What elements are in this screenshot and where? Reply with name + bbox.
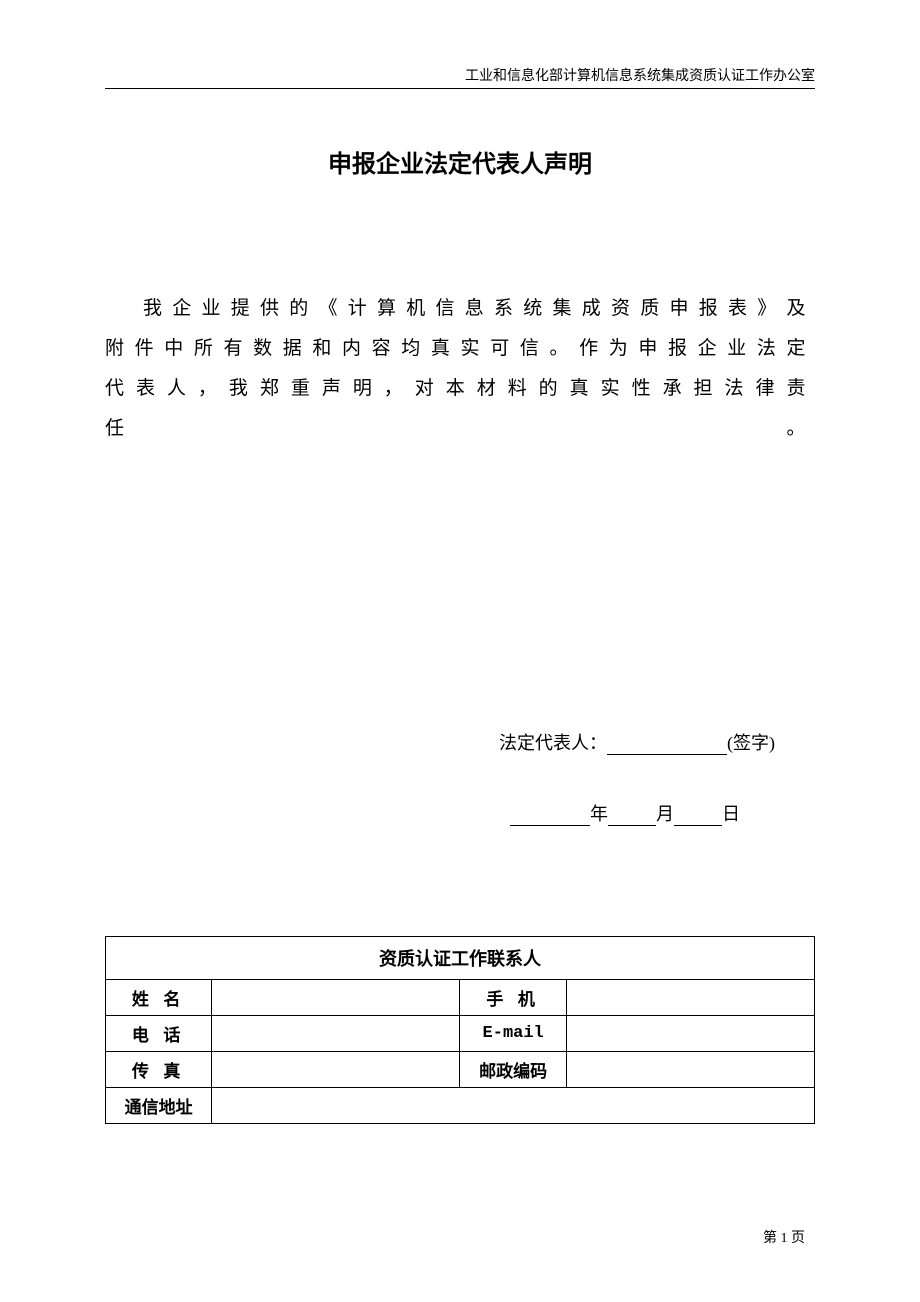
email-value <box>566 1015 814 1051</box>
document-title: 申报企业法定代表人声明 <box>105 144 815 179</box>
phone-label: 电 话 <box>106 1015 212 1051</box>
fax-value <box>212 1051 460 1087</box>
phone-value <box>212 1015 460 1051</box>
header-organization: 工业和信息化部计算机信息系统集成资质认证工作办公室 <box>105 65 815 89</box>
signature-suffix: (签字) <box>727 733 775 753</box>
table-title: 资质认证工作联系人 <box>106 936 815 979</box>
year-label: 年 <box>590 804 608 824</box>
name-label: 姓 名 <box>106 979 212 1015</box>
signature-block: 法定代表人： (签字) <box>105 729 815 755</box>
table-row: 通信地址 <box>106 1087 815 1123</box>
table-row: 姓 名 手 机 <box>106 979 815 1015</box>
day-underline <box>674 804 722 826</box>
month-label: 月 <box>656 804 674 824</box>
document-page: 工业和信息化部计算机信息系统集成资质认证工作办公室 申报企业法定代表人声明 我企… <box>0 0 920 1302</box>
postcode-value <box>566 1051 814 1087</box>
mobile-value <box>566 979 814 1015</box>
contact-table: 资质认证工作联系人 姓 名 手 机 电 话 E-mail 传 真 邮政编码 通信… <box>105 936 815 1124</box>
table-title-row: 资质认证工作联系人 <box>106 936 815 979</box>
address-label: 通信地址 <box>106 1087 212 1123</box>
year-underline <box>510 804 590 826</box>
table-row: 电 话 E-mail <box>106 1015 815 1051</box>
signature-underline <box>607 733 727 755</box>
fax-label: 传 真 <box>106 1051 212 1087</box>
page-footer: 第 1 页 <box>763 1227 805 1247</box>
email-label: E-mail <box>460 1015 566 1051</box>
declaration-body: 我企业提供的《计算机信息系统集成资质申报表》及附件中所有数据和内容均真实可信。作… <box>105 289 815 449</box>
month-underline <box>608 804 656 826</box>
mobile-label: 手 机 <box>460 979 566 1015</box>
table-row: 传 真 邮政编码 <box>106 1051 815 1087</box>
name-value <box>212 979 460 1015</box>
date-line: 年月日 <box>105 800 815 826</box>
signature-line: 法定代表人： (签字) <box>105 729 775 755</box>
signature-label: 法定代表人： <box>499 733 607 753</box>
day-label: 日 <box>722 804 740 824</box>
address-value <box>212 1087 815 1123</box>
postcode-label: 邮政编码 <box>460 1051 566 1087</box>
